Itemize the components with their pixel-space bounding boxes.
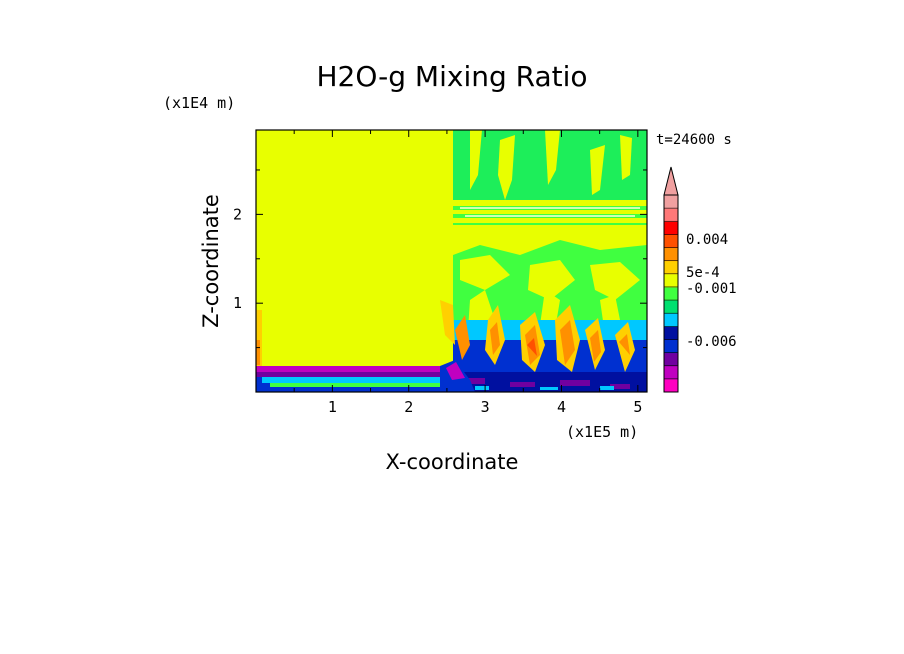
time-label: t=24600 s	[656, 132, 732, 148]
x-tick-label: 4	[557, 398, 566, 416]
colorbar-segment	[664, 286, 678, 301]
colorbar-segment	[664, 273, 678, 288]
colorbar-segment	[664, 313, 678, 327]
colorbar-segment	[664, 339, 678, 354]
colorbar-label: -0.001	[686, 281, 737, 297]
colorbar-segment	[664, 326, 678, 340]
x-tick-label: 1	[328, 398, 337, 416]
colorbar-segment	[664, 234, 678, 249]
y-unit-label: (x1E4 m)	[163, 94, 235, 112]
y-tick-label: 1	[233, 294, 242, 312]
x-tick-label: 3	[481, 398, 490, 416]
plot-frame	[255, 129, 648, 393]
colorbar-segment	[664, 208, 678, 222]
colorbar-label: -0.006	[686, 334, 737, 350]
region-right-convective	[440, 300, 635, 372]
region-left-uniform	[256, 130, 453, 370]
x-axis-label: X-coordinate	[386, 450, 519, 474]
colorbar: 0.004 5e-4-0.001 -0.006	[663, 166, 737, 393]
colorbar-segment	[664, 365, 678, 380]
colorbar-segment	[664, 260, 678, 275]
y-tick-label: 2	[233, 205, 242, 223]
colorbar-segment	[664, 195, 678, 209]
y-axis: 12	[233, 169, 647, 349]
x-tick-label: 2	[404, 398, 413, 416]
colorbar-label: 0.004	[686, 232, 728, 248]
plot-area	[256, 130, 647, 392]
colorbar-segment	[664, 300, 678, 314]
x-tick-label: 5	[633, 398, 642, 416]
colorbar-segment	[664, 247, 678, 262]
chart-title: H2O-g Mixing Ratio	[316, 60, 587, 93]
x-axis: 1 2 3 4 5	[293, 130, 642, 416]
x-unit-label: (x1E5 m)	[566, 423, 638, 441]
colorbar-label: 5e-4	[686, 265, 720, 281]
colorbar-segment	[664, 378, 678, 393]
y-axis-label: Z-coordinate	[199, 194, 223, 328]
colorbar-segment	[664, 221, 678, 235]
colorbar-segment	[664, 352, 678, 367]
colorbar-arrow	[663, 166, 679, 196]
